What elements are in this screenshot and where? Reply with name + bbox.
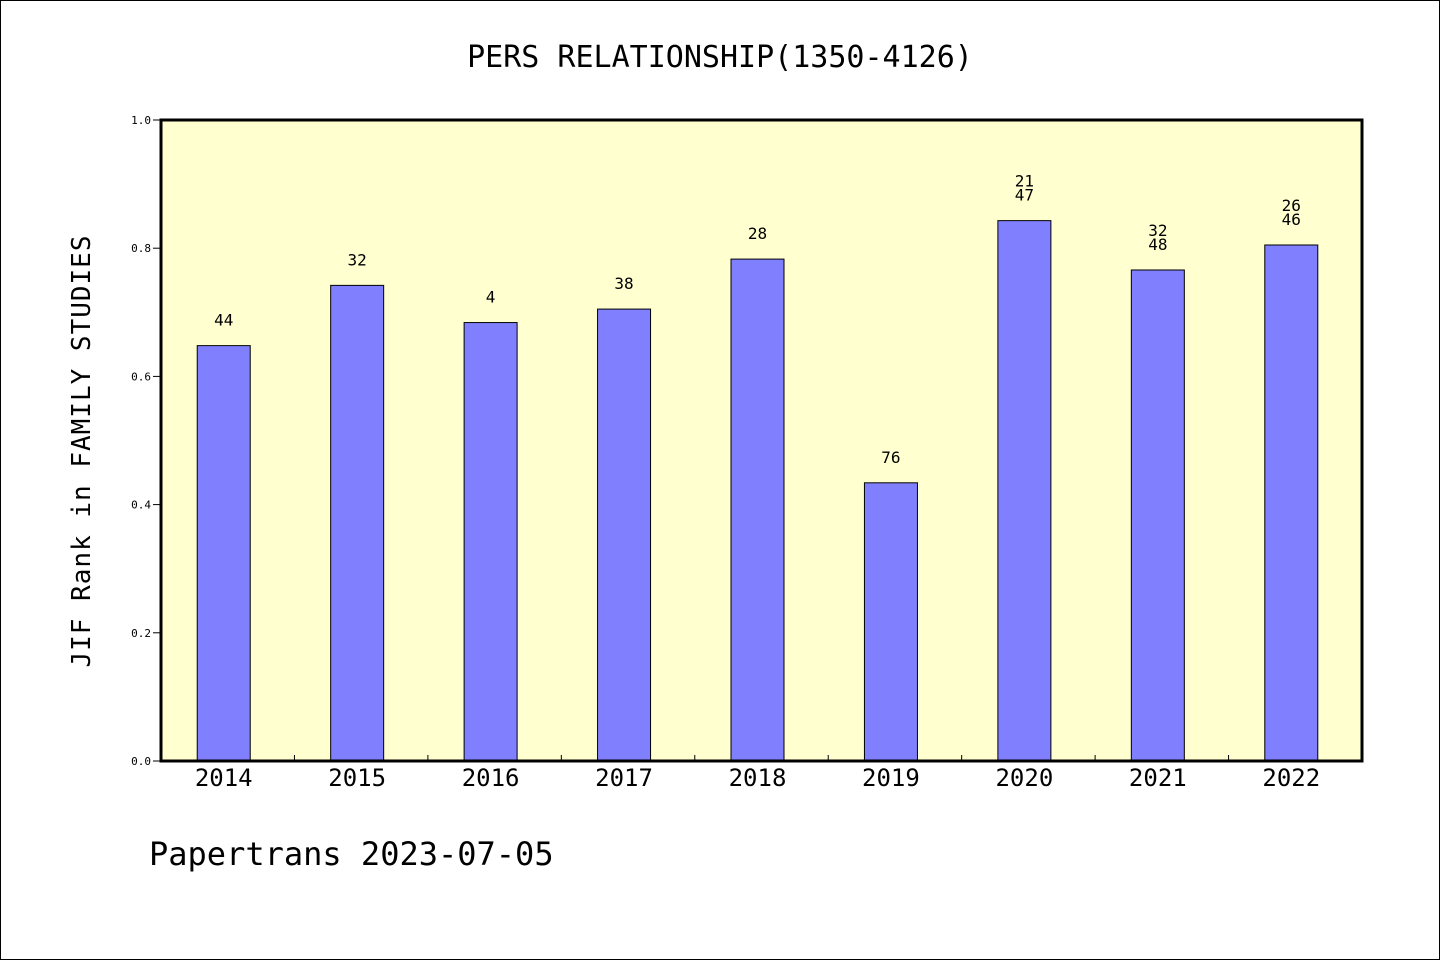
data-label: 4 (486, 288, 496, 307)
y-tick-label: 0.6 (131, 370, 151, 383)
plot-border (159, 118, 1364, 763)
chart-title: PERS RELATIONSHIP(1350-4126) (467, 40, 973, 75)
x-tick-label: 2020 (995, 764, 1053, 792)
data-label: 26 (1282, 196, 1301, 215)
data-label: 76 (881, 448, 900, 467)
data-label: 38 (614, 274, 633, 293)
x-tick-label: 2019 (862, 764, 920, 792)
y-tick-label: 0.4 (131, 499, 151, 512)
x-tick-label: 2014 (195, 764, 253, 792)
y-tick-label: 0.0 (131, 755, 151, 768)
x-tick-label: 2021 (1129, 764, 1187, 792)
bar (1130, 269, 1185, 762)
x-tick-label: 2015 (328, 764, 386, 792)
y-tick-label: 0.8 (131, 242, 151, 255)
x-tick-label: 2017 (595, 764, 653, 792)
bar (730, 258, 785, 762)
data-label: 32 (1148, 221, 1167, 240)
y-axis-label: JIF Rank in FAMILY STUDIES (67, 235, 97, 668)
y-tick-label: 1.0 (131, 114, 151, 127)
data-label: 32 (348, 250, 367, 269)
axes-layer: 2014 2015 2016 2017 2018 2019 2020 2021 2022 0.0 0… (131, 114, 1320, 792)
data-label: 48 (1148, 235, 1167, 254)
bar (863, 482, 918, 762)
y-tick-label: 0.2 (131, 627, 151, 640)
data-label: 28 (748, 224, 767, 243)
x-tick-label: 2018 (729, 764, 787, 792)
data-label: 46 (1282, 210, 1301, 229)
data-label: 44 (214, 311, 233, 330)
bar (997, 220, 1052, 762)
bar (1264, 244, 1319, 762)
bar (330, 284, 385, 762)
bar (463, 322, 518, 762)
data-label: 47 (1015, 186, 1034, 205)
x-tick-label: 2022 (1262, 764, 1320, 792)
data-label: 21 (1015, 172, 1034, 191)
footer-stamp: Papertrans 2023-07-05 (149, 835, 554, 873)
bar (196, 345, 251, 762)
bar (597, 308, 652, 762)
x-tick-label: 2016 (462, 764, 520, 792)
